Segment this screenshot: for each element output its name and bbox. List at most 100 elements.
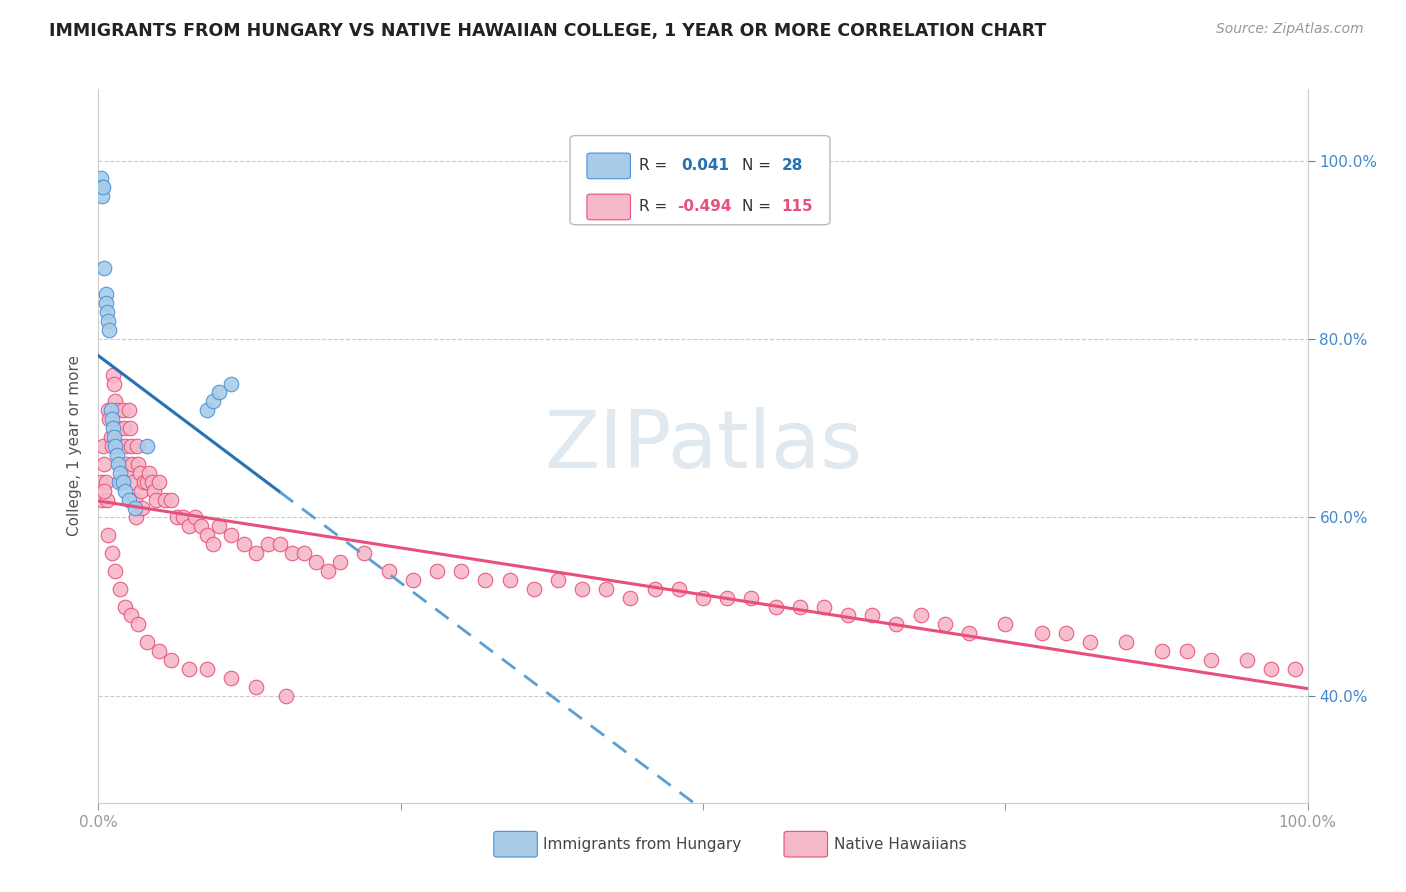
Text: ZIPatlas: ZIPatlas	[544, 407, 862, 485]
Point	[148, 475, 170, 489]
Point	[100, 430, 122, 444]
Point	[91, 439, 114, 453]
Point	[1152, 644, 1174, 658]
Point	[837, 608, 859, 623]
Point	[1175, 644, 1198, 658]
Point	[274, 689, 297, 703]
Point	[281, 546, 304, 560]
Point	[122, 475, 145, 489]
Point	[202, 537, 225, 551]
Point	[128, 466, 150, 480]
Point	[860, 608, 883, 623]
Point	[120, 439, 142, 453]
Point	[94, 475, 117, 489]
Text: IMMIGRANTS FROM HUNGARY VS NATIVE HAWAIIAN COLLEGE, 1 YEAR OR MORE CORRELATION C: IMMIGRANTS FROM HUNGARY VS NATIVE HAWAII…	[49, 22, 1046, 40]
Point	[1031, 626, 1053, 640]
Point	[111, 475, 134, 489]
Point	[166, 510, 188, 524]
Point	[129, 483, 152, 498]
Point	[111, 403, 134, 417]
FancyBboxPatch shape	[569, 136, 830, 225]
Point	[716, 591, 738, 605]
Point	[97, 314, 120, 328]
Point	[97, 403, 120, 417]
Point	[245, 546, 267, 560]
Text: -0.494: -0.494	[678, 200, 733, 214]
Point	[143, 483, 166, 498]
Point	[91, 180, 114, 194]
Point	[619, 591, 641, 605]
Point	[179, 662, 201, 676]
Point	[117, 466, 139, 480]
Point	[118, 421, 141, 435]
Point	[1236, 653, 1258, 667]
Point	[94, 296, 117, 310]
Point	[110, 475, 132, 489]
Point	[141, 475, 163, 489]
Point	[108, 475, 131, 489]
Point	[96, 305, 118, 319]
Text: R =: R =	[638, 159, 668, 173]
Point	[256, 537, 278, 551]
Text: Native Hawaiians: Native Hawaiians	[834, 837, 966, 852]
Point	[292, 546, 315, 560]
Point	[886, 617, 908, 632]
Point	[100, 403, 122, 417]
Point	[104, 439, 127, 453]
Point	[104, 394, 127, 409]
Point	[571, 582, 593, 596]
Point	[101, 368, 124, 382]
Point	[90, 475, 112, 489]
Point	[100, 412, 122, 426]
Point	[118, 492, 141, 507]
Point	[450, 564, 472, 578]
Point	[329, 555, 352, 569]
Point	[93, 483, 115, 498]
Point	[668, 582, 690, 596]
Point	[195, 403, 218, 417]
Point	[644, 582, 666, 596]
Point	[195, 662, 218, 676]
Point	[910, 608, 932, 623]
Point	[115, 457, 138, 471]
Point	[93, 457, 115, 471]
Point	[789, 599, 811, 614]
Point	[245, 680, 267, 694]
Point	[138, 466, 160, 480]
Point	[114, 483, 136, 498]
Point	[190, 519, 212, 533]
Text: Immigrants from Hungary: Immigrants from Hungary	[543, 837, 741, 852]
Point	[221, 671, 243, 685]
Point	[108, 466, 131, 480]
Point	[103, 376, 125, 391]
Point	[127, 439, 149, 453]
Point	[179, 519, 201, 533]
Point	[105, 448, 128, 462]
Point	[813, 599, 835, 614]
Text: N =: N =	[742, 159, 770, 173]
Point	[97, 528, 120, 542]
Point	[498, 573, 520, 587]
Point	[160, 492, 183, 507]
Text: 0.041: 0.041	[682, 159, 730, 173]
Point	[208, 519, 231, 533]
Point	[153, 492, 176, 507]
Point	[124, 492, 146, 507]
Point	[121, 457, 143, 471]
Point	[105, 403, 128, 417]
Point	[127, 457, 149, 471]
Point	[103, 430, 125, 444]
Point	[305, 555, 328, 569]
Point	[134, 475, 156, 489]
Point	[114, 439, 136, 453]
Point	[135, 439, 157, 453]
Point	[90, 171, 112, 186]
Point	[125, 510, 148, 524]
Point	[114, 599, 136, 614]
Point	[353, 546, 375, 560]
Point	[692, 591, 714, 605]
Point	[994, 617, 1017, 632]
Point	[1284, 662, 1306, 676]
Point	[1199, 653, 1222, 667]
Point	[221, 528, 243, 542]
